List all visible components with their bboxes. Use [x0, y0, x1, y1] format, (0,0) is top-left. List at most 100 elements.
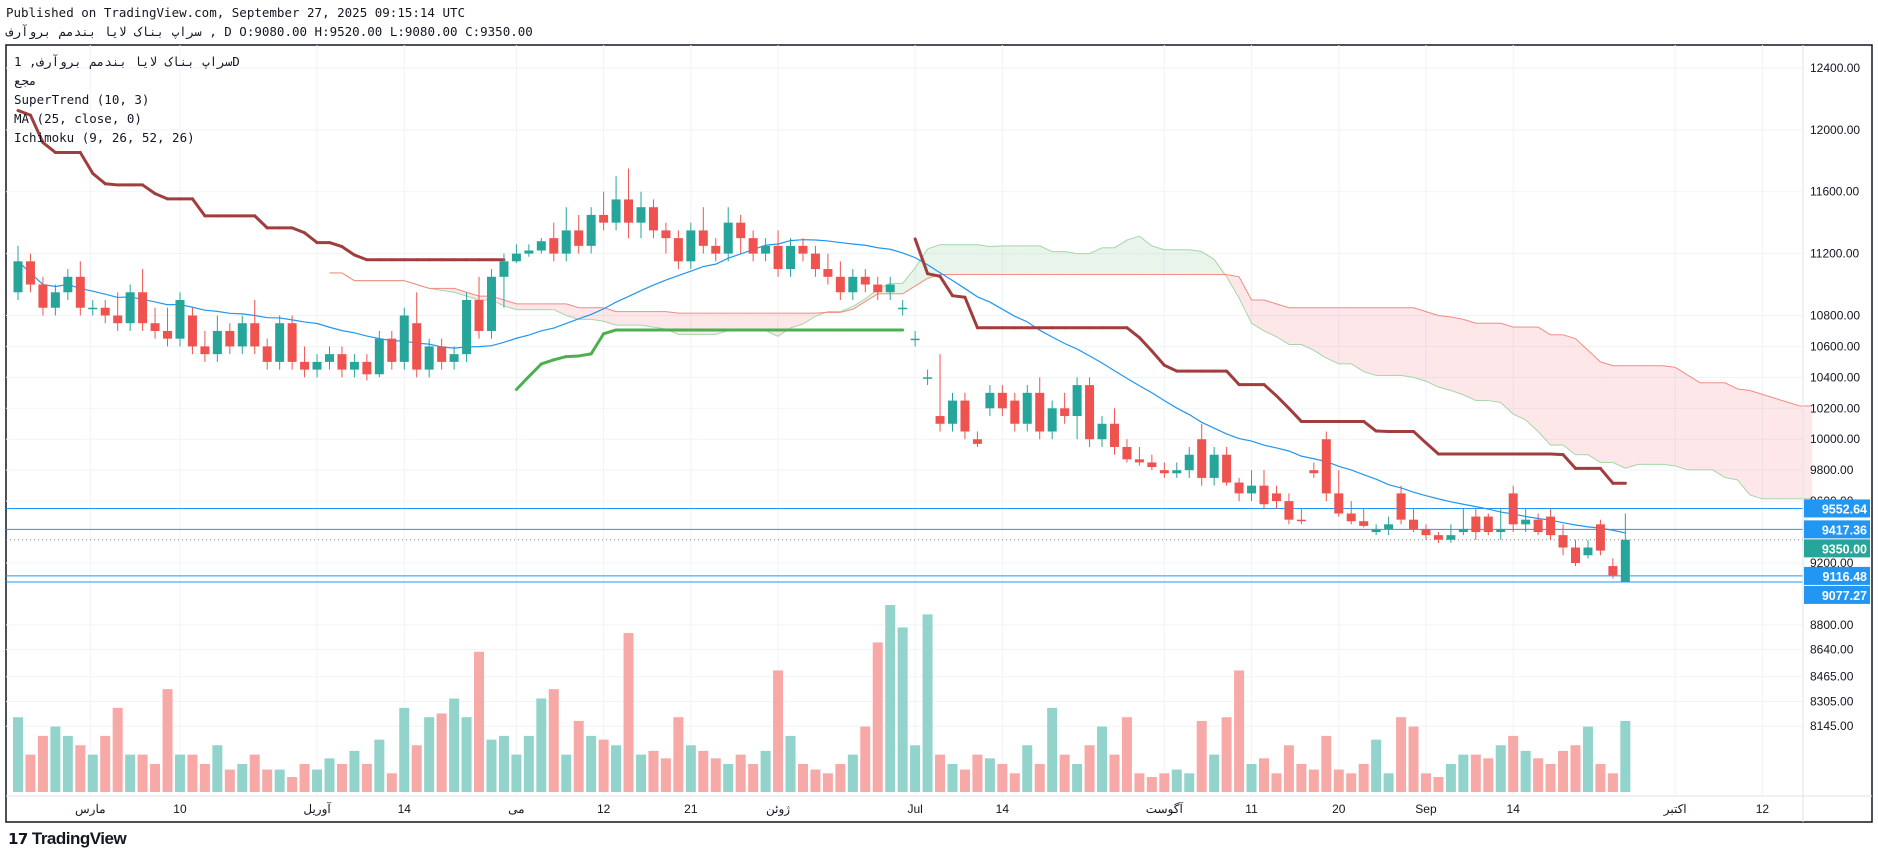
ichimoku-cloud-segment — [740, 313, 754, 331]
volume-bar — [872, 642, 883, 792]
candle-down — [661, 230, 671, 239]
ichimoku-cloud-segment — [1077, 253, 1090, 275]
price-axis[interactable]: 12400.00 12000.00 11600.00 11200.00 10800.00… — [1804, 61, 1870, 733]
ichimoku-cloud-segment — [1351, 307, 1364, 372]
ichimoku-span-b — [1500, 322, 1514, 328]
volume-bar — [735, 754, 746, 792]
volume-bar — [262, 769, 273, 792]
tradingview-logo-text: TradingView — [31, 829, 127, 848]
ichimoku-span-b — [1263, 299, 1277, 305]
ichimoku-cloud-segment — [753, 313, 766, 331]
ichimoku-span-a — [1064, 251, 1078, 255]
price-level-label — [1804, 566, 1870, 585]
supertrend-down-segment — [303, 231, 319, 245]
legend-supertrend[interactable]: SuperTrend (10, 3) — [14, 92, 150, 107]
volume-bar — [187, 754, 198, 792]
ichimoku-cloud-segment — [1513, 327, 1526, 420]
volume-bar — [1408, 726, 1419, 792]
volume-bar — [947, 763, 958, 792]
ichimoku-cloud-segment — [1201, 251, 1215, 275]
ichimoku-span-a — [1251, 322, 1265, 332]
ichimoku-cloud-segment — [989, 245, 1003, 275]
time-tick-label: آگوست — [1146, 801, 1184, 816]
ichimoku-cloud-segment — [1014, 245, 1028, 275]
volume-bar — [249, 754, 260, 792]
volume-bar — [1396, 717, 1407, 792]
supertrend-down-segment — [938, 274, 954, 298]
price-tick-label: 10200.00 — [1810, 401, 1860, 415]
ichimoku-span-a — [1488, 400, 1501, 403]
ichimoku-cloud-segment — [1052, 251, 1065, 275]
legend-ichimoku[interactable]: Ichimoku (9, 26, 52, 26) — [14, 130, 195, 145]
volume-bar — [1109, 754, 1120, 792]
volume-bar — [785, 735, 796, 792]
time-axis[interactable]: مارس 10 آوریل 14 می 12 21 ژوئن Jul 14 آگوست 11 20 Sep… — [75, 801, 1769, 816]
supertrend-down-segment — [913, 237, 930, 276]
candle-up — [1047, 408, 1057, 432]
time-tick-label: 10 — [173, 802, 187, 816]
supertrend-down-segment — [1137, 336, 1154, 353]
candle-up — [462, 300, 472, 355]
volume-bar — [710, 758, 721, 792]
ichimoku-cloud-segment — [1301, 307, 1314, 351]
candle-down — [474, 300, 484, 331]
volume-bar — [1159, 773, 1170, 792]
ichimoku-cloud-segment — [1463, 319, 1476, 401]
candle-down — [1159, 470, 1169, 474]
volume-bar — [1072, 763, 1083, 792]
ichimoku-cloud-segment — [1326, 307, 1339, 364]
volume-bar — [287, 777, 298, 792]
candle-up — [885, 284, 895, 293]
volume-bar — [773, 670, 784, 792]
ichimoku-cloud-segment — [1189, 249, 1202, 275]
volume-bar — [399, 707, 410, 792]
candle-down — [138, 292, 148, 324]
volume-bar — [1034, 763, 1045, 792]
candle-down — [1483, 516, 1493, 533]
supertrend-up-segment — [552, 355, 568, 362]
legend-ma[interactable]: MA (25, close, 0) — [14, 111, 142, 126]
candle-up — [1184, 454, 1194, 471]
volume-bar — [1209, 754, 1220, 792]
candle-down — [997, 392, 1007, 409]
volume-bar — [336, 763, 347, 792]
volume-bar — [561, 754, 572, 792]
legend-symbol[interactable]: سراپ بناک لایا بندمم بروآرف, 1D — [14, 54, 240, 69]
volume-bar — [150, 763, 161, 792]
ichimoku-span-b — [1438, 314, 1451, 318]
ichimoku-cloud-segment — [1102, 247, 1115, 275]
tradingview-logo[interactable]: 𝟭𝟳 TradingView — [8, 829, 127, 849]
ichimoku-cloud-segment — [1264, 300, 1277, 337]
volume-bar — [997, 763, 1008, 792]
candle-down — [1147, 462, 1157, 468]
volume-bar — [1308, 769, 1319, 792]
price-level-label — [1804, 520, 1870, 539]
candle-up — [511, 253, 521, 262]
ichimoku-span-a — [1301, 344, 1315, 351]
ichimoku-span-b — [1562, 334, 1576, 340]
volume-bar — [685, 745, 696, 792]
ichimoku-span-b — [665, 311, 679, 314]
candle-up — [786, 245, 796, 270]
candle-down — [1271, 493, 1281, 502]
candle-up — [449, 354, 459, 362]
ichimoku-span-a — [1213, 259, 1228, 278]
ichimoku-span-a — [977, 244, 990, 248]
supertrend-down-segment — [1262, 383, 1278, 398]
candle-up — [312, 361, 322, 370]
candle-down — [748, 238, 758, 254]
volume-bar — [1445, 763, 1456, 792]
ichimoku-span-a — [1450, 390, 1464, 396]
candle-up — [1446, 535, 1456, 540]
time-tick-label: 20 — [1332, 802, 1346, 816]
volume-bar — [1433, 777, 1444, 792]
volume-bar — [1283, 745, 1294, 792]
candle-down — [798, 245, 808, 254]
ichimoku-cloud-segment — [1438, 315, 1451, 391]
price-tick-label: 10400.00 — [1810, 370, 1860, 384]
supertrend-down-segment — [16, 109, 32, 117]
candle-down — [362, 361, 372, 375]
volume-bar — [598, 739, 609, 792]
price-tick-label: 12400.00 — [1810, 61, 1860, 75]
